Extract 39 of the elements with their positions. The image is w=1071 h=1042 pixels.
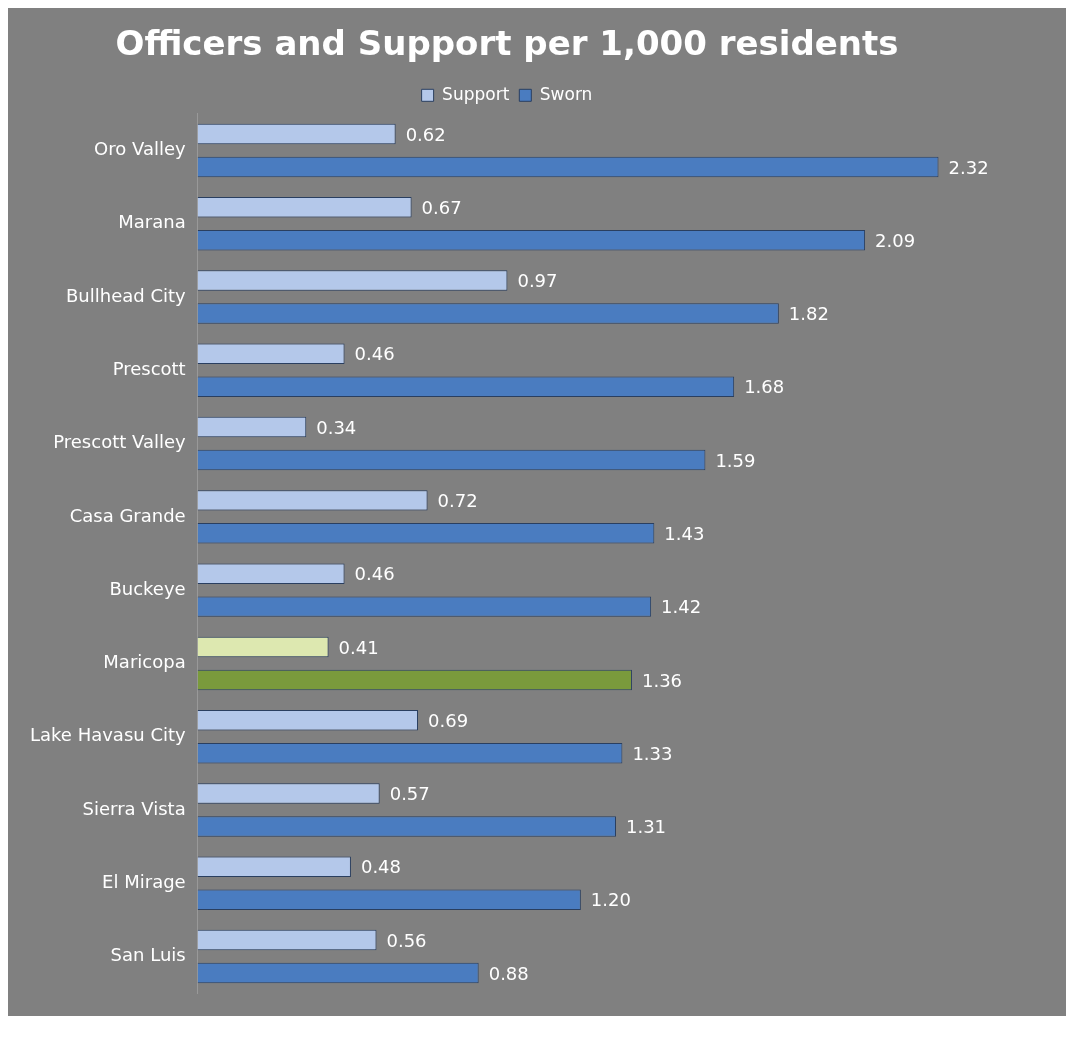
y-tick-label: Buckeye bbox=[109, 577, 186, 599]
data-label: 1.36 bbox=[641, 669, 683, 691]
y-tick-label: Bullhead City bbox=[65, 284, 187, 306]
legend-label: Support bbox=[442, 83, 510, 104]
y-tick-label: Maricopa bbox=[103, 651, 186, 673]
data-label: 1.59 bbox=[715, 449, 756, 471]
y-tick-label: El Mirage bbox=[102, 870, 186, 892]
data-label: 0.88 bbox=[488, 962, 529, 984]
data-label: 0.72 bbox=[437, 490, 478, 512]
data-label: 2.32 bbox=[948, 156, 989, 178]
data-label: 0.41 bbox=[338, 636, 379, 658]
data-label: 0.56 bbox=[386, 929, 427, 951]
chart-title: Officers and Support per 1,000 residents bbox=[115, 23, 899, 64]
data-label: 0.67 bbox=[421, 196, 462, 218]
data-label: 1.33 bbox=[632, 742, 673, 764]
data-label: 1.82 bbox=[788, 303, 829, 325]
y-tick-label: Oro Valley bbox=[94, 138, 187, 160]
data-label: 0.34 bbox=[316, 416, 357, 438]
y-tick-label: Prescott Valley bbox=[53, 431, 187, 453]
data-label: 0.97 bbox=[517, 270, 558, 292]
data-label: 0.57 bbox=[389, 783, 430, 805]
data-label: 0.62 bbox=[405, 123, 446, 145]
data-label: 0.69 bbox=[428, 709, 469, 731]
data-label: 0.46 bbox=[354, 343, 395, 365]
y-tick-label: San Luis bbox=[110, 944, 186, 966]
data-label: 1.20 bbox=[590, 889, 631, 911]
data-label: 2.09 bbox=[875, 229, 916, 251]
data-label: 0.46 bbox=[354, 563, 395, 585]
y-tick-label: Prescott bbox=[112, 357, 186, 379]
data-label: 1.43 bbox=[664, 523, 705, 545]
data-label: 1.68 bbox=[744, 376, 785, 398]
y-tick-label: Lake Havasu City bbox=[30, 724, 187, 746]
y-tick-label: Sierra Vista bbox=[82, 797, 186, 819]
data-label: 1.31 bbox=[626, 816, 667, 838]
y-tick-label: Casa Grande bbox=[69, 504, 186, 526]
y-tick-label: Marana bbox=[118, 211, 186, 233]
legend-label: Sworn bbox=[539, 83, 593, 104]
data-label: 0.48 bbox=[360, 856, 402, 878]
data-label: 1.42 bbox=[661, 596, 702, 618]
